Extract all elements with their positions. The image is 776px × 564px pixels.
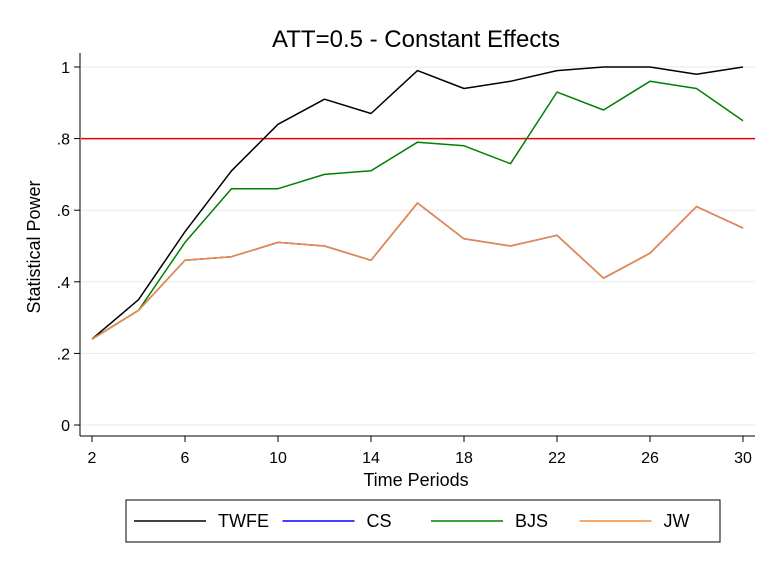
series-line-bjs [91, 80, 744, 340]
legend: TWFE CS BJS JW [125, 499, 721, 543]
x-tick-label: 30 [734, 450, 752, 467]
axis-layer: 0.2.4.6.812 6 10 14 18 22 26 30 [57, 53, 755, 467]
y-tick-label: .8 [57, 132, 70, 149]
legend-label-bjs: BJS [515, 511, 548, 531]
y-tick-label: .6 [57, 203, 70, 220]
y-tick-label: .4 [57, 275, 70, 292]
x-tick-label: 6 [181, 450, 190, 467]
legend-label-twfe: TWFE [218, 511, 269, 531]
legend-label-cs: CS [367, 511, 392, 531]
x-tick-label: 26 [641, 450, 659, 467]
x-tick-label: 10 [269, 450, 287, 467]
x-tick-label: 14 [362, 450, 380, 467]
y-tick-label: .2 [57, 346, 70, 363]
chart-title: ATT=0.5 - Constant Effects [272, 26, 560, 53]
y-tick-label: 1 [61, 60, 70, 77]
series-line-twfe [91, 66, 744, 340]
y-axis-title: Statistical Power [24, 180, 44, 313]
x-axis-title: Time Periods [363, 470, 468, 490]
series-layer [91, 66, 744, 340]
legend-label-jw: JW [664, 511, 690, 531]
x-tick-label: 18 [455, 450, 473, 467]
y-tick-label: 0 [61, 418, 70, 435]
x-tick-label: 22 [548, 450, 566, 467]
x-tick-label: 2 [88, 450, 97, 467]
series-line-jw [91, 202, 744, 340]
